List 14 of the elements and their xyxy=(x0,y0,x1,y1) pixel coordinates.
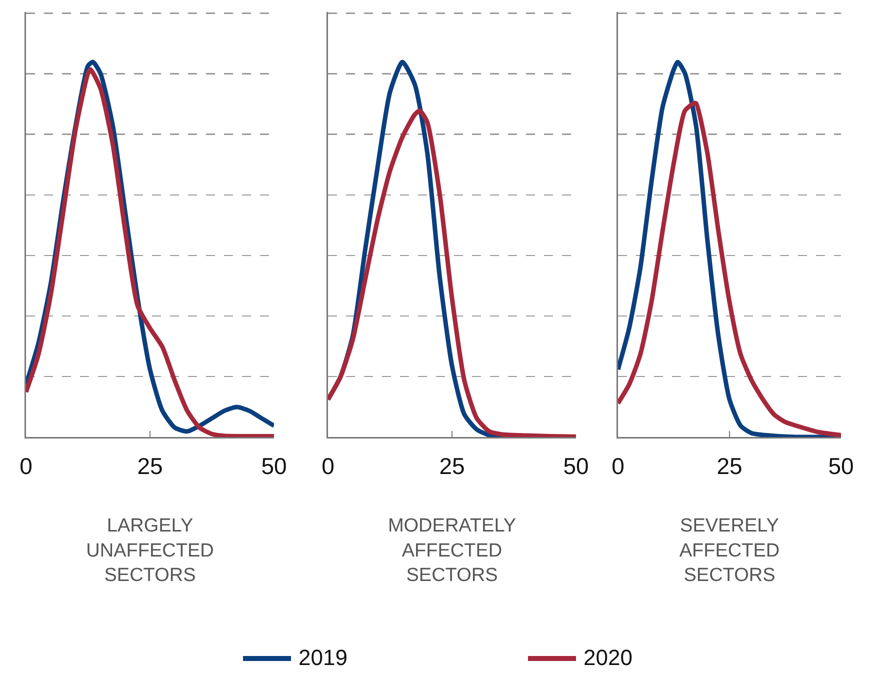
legend-label: 2020 xyxy=(584,645,632,671)
x-tick-label: 0 xyxy=(20,453,32,480)
x-axis-title: SEVERELY AFFECTED SECTORS xyxy=(679,516,780,586)
x-tick-label: 0 xyxy=(612,453,624,480)
x-axis-title: LARGELY UNAFFECTED SECTORS xyxy=(86,516,214,586)
x-tick-label: 50 xyxy=(261,453,287,480)
x-axis-title: MODERATELY AFFECTED SECTORS xyxy=(388,516,516,586)
x-tick-label: 25 xyxy=(137,453,163,480)
x-tick-label: 50 xyxy=(828,453,854,480)
x-tick-label: 25 xyxy=(716,453,742,480)
x-tick-label: 25 xyxy=(439,453,465,480)
legend-label: 2019 xyxy=(298,645,348,671)
x-tick-label: 50 xyxy=(563,453,589,480)
x-tick-label: 0 xyxy=(322,453,334,480)
